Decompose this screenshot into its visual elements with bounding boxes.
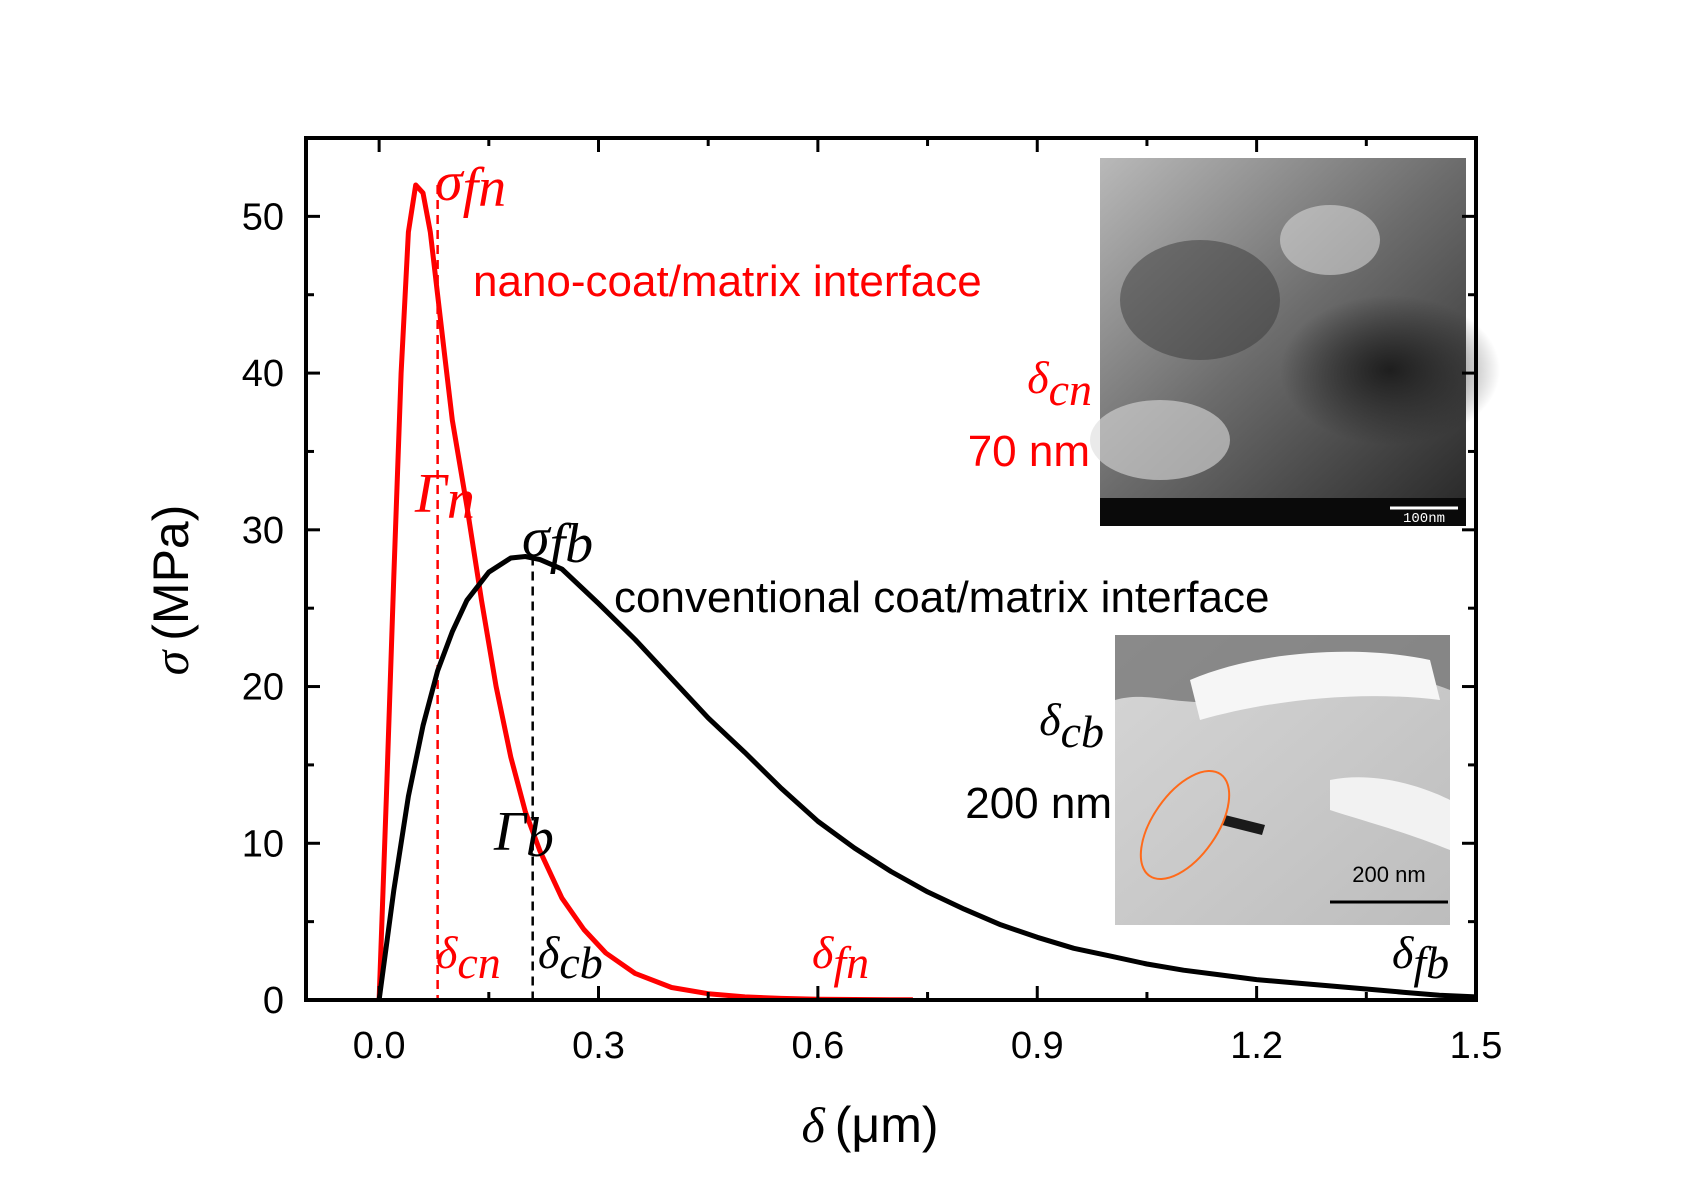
- x-tick-label: 0.6: [791, 1025, 844, 1067]
- inset-nano-value: 70 nm: [968, 427, 1090, 476]
- delta-fb-label: δfb: [1392, 927, 1449, 988]
- gamma-b-label: Γb: [493, 801, 554, 869]
- inset-conv-scalebar-label: 200 nm: [1352, 862, 1425, 887]
- axis-ticks: 0.0 0.3 0.6 0.9 1.2 1.5 0 10 20 30 40 50: [242, 136, 1503, 1067]
- y-tick-label: 0: [263, 980, 284, 1022]
- series-line-conventional: [376, 554, 1476, 1000]
- y-tick-label: 10: [242, 823, 284, 865]
- inset-nano-scalebar-label: 100nm: [1403, 511, 1445, 527]
- x-tick-label: 0.0: [353, 1025, 406, 1067]
- plot-frame: [304, 136, 1478, 1002]
- delta-cn-label: δcn: [436, 927, 501, 988]
- inset-nano-micrograph: 100nm: [1090, 158, 1500, 527]
- y-tick-label: 30: [242, 510, 284, 552]
- delta-cb-label: δcb: [538, 927, 603, 988]
- conventional-interface-label: conventional coat/matrix interface: [614, 573, 1269, 622]
- y-tick-label: 50: [242, 196, 284, 238]
- sigma-fb-label: σfb: [522, 507, 593, 575]
- x-tick-label: 0.3: [572, 1025, 625, 1067]
- inset-nano-delta-label: δcn: [1027, 352, 1092, 415]
- y-tick-label: 40: [242, 353, 284, 395]
- x-tick-label: 1.2: [1230, 1025, 1283, 1067]
- x-tick-label: 1.5: [1450, 1025, 1503, 1067]
- y-axis-title: σ(MPa): [143, 505, 199, 676]
- x-axis-title: δ (μm): [801, 1097, 938, 1153]
- x-tick-label: 0.9: [1011, 1025, 1064, 1067]
- series-group: [376, 182, 1476, 1000]
- y-tick-label: 20: [242, 667, 284, 709]
- inset-conv-micrograph: 200 nm: [1115, 635, 1450, 925]
- inset-conv-value: 200 nm: [965, 779, 1112, 828]
- reference-lines: [436, 185, 534, 1000]
- nano-interface-label: nano-coat/matrix interface: [473, 257, 982, 306]
- sigma-fn-label: σfn: [435, 151, 506, 219]
- series-line-nano: [376, 182, 913, 1000]
- gamma-n-label: Γn: [414, 463, 475, 531]
- inset-conv-delta-label: δcb: [1039, 694, 1104, 757]
- delta-fn-label: δfn: [812, 927, 869, 988]
